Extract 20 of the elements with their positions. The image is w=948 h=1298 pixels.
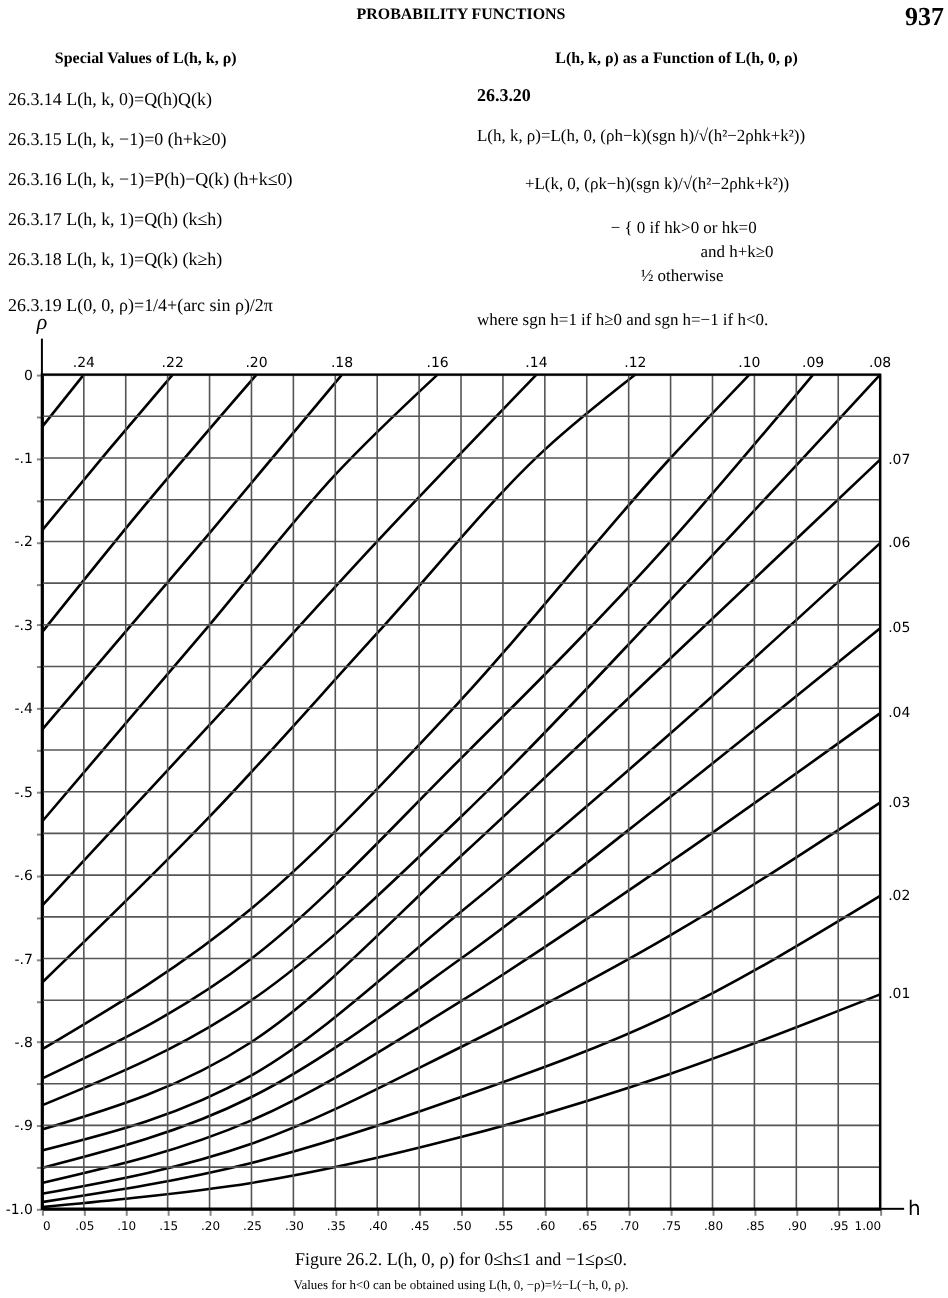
text: where sgn h=1 if h≥0 and sgn h=−1 if h<0. [476,308,769,329]
text: 26.3.14 L(h, k, 0)=Q(h)Q(k) [7,89,212,110]
text: +L(k, 0, (ρk−h)(sgn k)/√(h²−2ρhk+k²)) [524,172,790,193]
chart-title: PROBABILITY FUNCTIONS [356,5,567,24]
text: L(h, k, ρ)=L(h, 0, (ρh−k)(sgn h)/√(h²−2ρhk+k²)) [476,125,806,146]
x-axis-title: h [908,1198,921,1221]
text: 26.3.18 L(h, k, 1)=Q(k) (k≥h) [7,248,223,269]
text: 26.3.17 L(h, k, 1)=Q(h) (k≤h) [7,208,223,229]
text: 26.3.20 [476,85,532,106]
text: 26.3.15 L(h, k, −1)=0 (h+k≥0) [7,129,227,150]
text: Special Values of L(h, k, ρ) [54,49,238,68]
text: ½ otherwise [640,264,724,285]
text: − { 0 if hk>0 or hk=0 [610,216,757,237]
text: 937 [905,1,946,32]
text: 26.3.16 L(h, k, −1)=P(h)−Q(k) (h+k≤0) [7,168,293,189]
caption: Figure 26.2. L(h, 0, ρ) for 0≤h≤1 and −1≤ρ≤0. [295,1248,627,1269]
text: 26.3.19 L(0, 0, ρ)=1/4+(arc sin ρ)/2π [7,294,274,315]
text: and h+k≥0 [700,240,774,261]
text: L(h, k, ρ) as a Function of L(h, 0, ρ) [555,49,799,68]
y-axis-title: ρ [34,310,48,335]
